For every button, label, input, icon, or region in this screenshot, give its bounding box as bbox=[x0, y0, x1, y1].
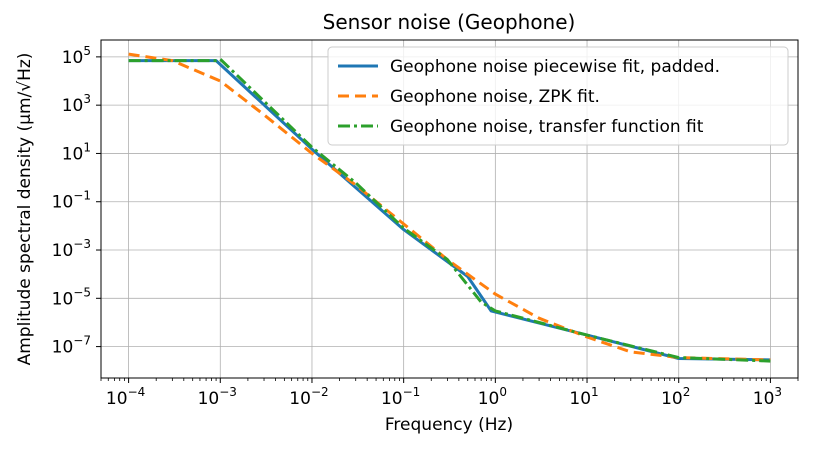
series-line-2 bbox=[128, 52, 771, 362]
x-tick-label: 103 bbox=[753, 385, 782, 409]
y-tick-label: 10−1 bbox=[52, 189, 91, 213]
y-tick-label: 10−3 bbox=[52, 237, 91, 261]
y-tick-label: 10−5 bbox=[52, 285, 91, 309]
y-axis-ticks: 10−7 10−5 10−3 10−1 101 103 105 bbox=[52, 44, 101, 358]
legend-label-2: Geophone noise, ZPK fit. bbox=[390, 87, 600, 107]
x-axis-ticks: 10−4 10−3 10−2 10−1 100 101 102 103 bbox=[100, 378, 799, 409]
x-tick-label: 10−4 bbox=[106, 385, 145, 409]
legend-box bbox=[327, 46, 789, 146]
series-layer bbox=[128, 52, 771, 363]
y-tick-label: 10−7 bbox=[52, 334, 91, 358]
legend: Geophone noise piecewise fit, padded. Geo… bbox=[327, 46, 789, 146]
y-tick-label: 105 bbox=[62, 44, 91, 68]
y-axis-label: Amplitude spectral density (μm/√Hz) bbox=[15, 53, 35, 366]
x-axis-label: Frequency (Hz) bbox=[385, 415, 513, 435]
y-tick-label: 101 bbox=[62, 140, 91, 164]
y-tick-label: 103 bbox=[62, 92, 91, 116]
legend-label-3: Geophone noise, transfer function fit bbox=[390, 117, 704, 137]
x-tick-label: 100 bbox=[478, 385, 507, 409]
plot-frame bbox=[100, 39, 799, 379]
series-line-3 bbox=[128, 57, 771, 363]
x-tick-label: 10−1 bbox=[381, 385, 420, 409]
x-tick-label: 102 bbox=[661, 385, 690, 409]
x-tick-label: 10−2 bbox=[289, 385, 328, 409]
legend-label-1: Geophone noise piecewise fit, padded. bbox=[390, 57, 720, 77]
x-tick-label: 10−3 bbox=[198, 385, 237, 409]
x-tick-label: 101 bbox=[569, 385, 598, 409]
chart-title: Sensor noise (Geophone) bbox=[323, 10, 576, 34]
